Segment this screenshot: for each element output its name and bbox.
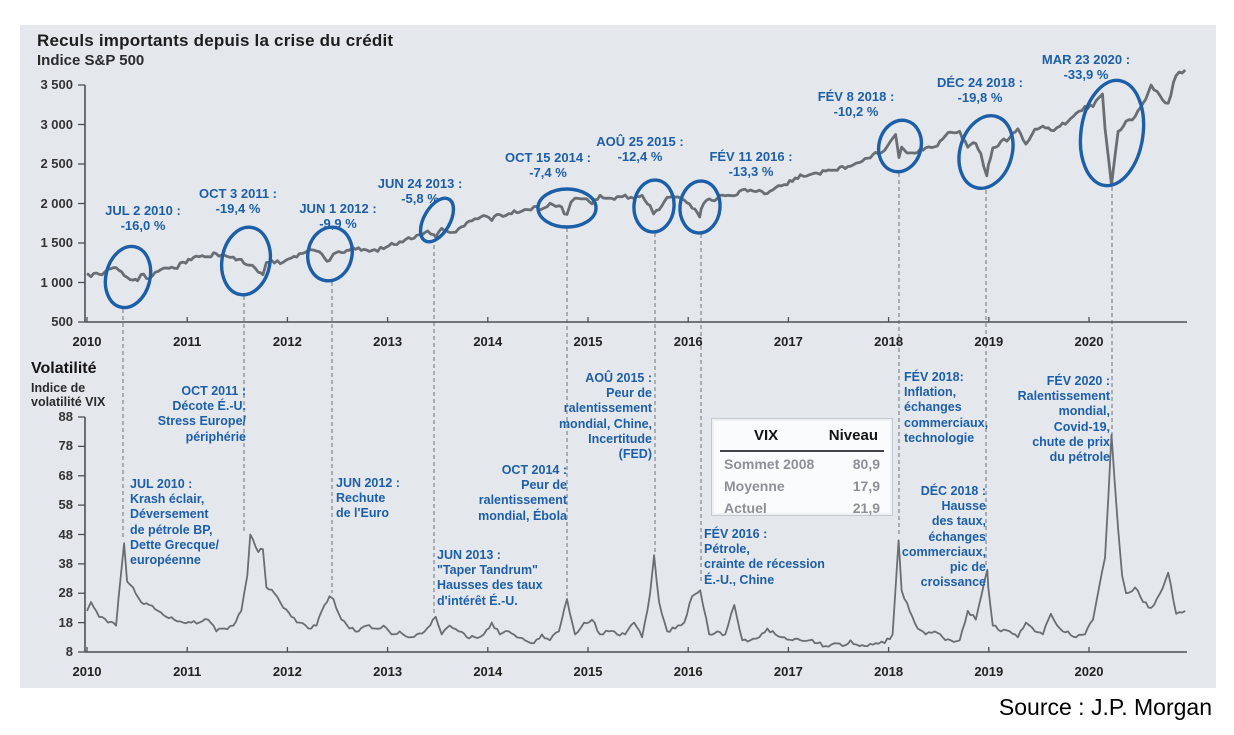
x-tick-label: 2018 <box>874 334 904 349</box>
drawdown-circle <box>957 114 1015 190</box>
x-tick-label: 2019 <box>974 664 1004 679</box>
vix-event-annotation: AOÛ 2015 : Peur de ralentissement mondia… <box>558 371 652 462</box>
vix-table-header-rule <box>720 450 884 452</box>
drawdown-annotation: OCT 3 2011 : -19,4 % <box>198 186 278 216</box>
vix-table-col1-header: VIX <box>754 427 779 444</box>
y-tick-label: 1 500 <box>40 235 73 250</box>
drawdown-annotation: DÉC 24 2018 : -19,8 % <box>937 75 1023 105</box>
y-tick-label: 18 <box>58 614 73 630</box>
vix-chart-title: Volatilité <box>31 360 97 377</box>
y-tick-label: 8 <box>65 644 73 659</box>
y-tick-label: 3 000 <box>40 116 73 132</box>
y-tick-label: 58 <box>58 497 73 513</box>
y-tick-label: 500 <box>51 314 73 329</box>
sp500-chart-title: Reculs importants depuis la crise du cré… <box>37 31 394 50</box>
x-tick-label: 2012 <box>272 664 302 679</box>
drawdown-circle <box>536 187 598 229</box>
drawdown-annotation: FÉV 8 2018 : -10,2 % <box>817 89 895 119</box>
vix-level-table: VIX Niveau Sommet 2008 80,9 Moyenne 17,9… <box>711 418 893 516</box>
x-tick-label: 2017 <box>773 664 803 679</box>
y-tick-label: 38 <box>58 555 73 571</box>
vix-table-row-name: Sommet 2008 <box>724 456 815 472</box>
y-tick-label: 3 500 <box>40 77 73 92</box>
x-tick-label: 2010 <box>72 664 102 679</box>
vix-table-row-value: 17,9 <box>852 478 880 494</box>
vix-table-row-value: 21,9 <box>852 500 880 516</box>
drawdown-circle <box>632 178 676 234</box>
source-credit: Source : J.P. Morgan <box>998 694 1212 720</box>
y-tick-label: 28 <box>58 585 73 601</box>
drawdown-annotation: JUN 1 2012 : -9,9 % <box>299 201 377 231</box>
vix-event-annotation: OCT 2014 : Peur de ralentissement mondia… <box>478 463 567 523</box>
y-tick-label: 2 000 <box>40 195 73 211</box>
drawdown-circle <box>418 196 456 244</box>
vix-event-annotation: OCT 2011 : Décote É.-U. Stress Europe/ p… <box>157 384 246 444</box>
y-tick-label: 78 <box>58 438 73 454</box>
x-tick-label: 2013 <box>373 664 403 679</box>
x-tick-label: 2013 <box>373 334 403 349</box>
x-tick-label: 2011 <box>173 664 202 679</box>
vix-event-annotation: DÉC 2018 : Hausse des taux, échanges com… <box>901 484 986 590</box>
vix-chart-subtitle: Indice de volatilité VIX <box>31 381 106 409</box>
vix-table-col2-header: Niveau <box>828 427 878 444</box>
x-tick-label: 2019 <box>974 334 1004 349</box>
x-tick-label: 2018 <box>874 664 904 679</box>
x-tick-label: 2017 <box>773 334 803 349</box>
y-tick-label: 68 <box>58 467 73 483</box>
x-tick-label: 2010 <box>72 334 102 349</box>
drawdown-circle <box>678 179 722 235</box>
y-tick-label: 88 <box>58 409 73 424</box>
vix-event-annotation: JUN 2013 : "Taper Tandrum" Hausses des t… <box>437 548 543 608</box>
y-tick-label: 1 000 <box>40 274 73 290</box>
table-row: Actuel 21,9 <box>724 500 880 521</box>
drawdown-annotation: JUN 24 2013 : -5,8 % <box>377 176 463 206</box>
drawdown-annotation: MAR 23 2020 : -33,9 % <box>1041 52 1131 82</box>
drawdown-annotation: AOÛ 25 2015 : -12,4 % <box>596 134 684 164</box>
table-row: Moyenne 17,9 <box>724 478 880 499</box>
x-tick-label: 2014 <box>473 334 503 349</box>
drawdown-circle <box>1078 78 1146 188</box>
drawdown-circle <box>103 244 153 310</box>
y-tick-label: 2 500 <box>40 156 73 171</box>
x-tick-label: 2015 <box>573 334 603 349</box>
vix-event-annotation: FÉV 2020 : Ralentissement mondial, Covid… <box>1017 374 1110 465</box>
vix-event-annotation: FÉV 2016 : Pétrole, crainte de récession… <box>704 527 825 587</box>
x-tick-label: 2020 <box>1074 334 1104 349</box>
sp500-chart-subtitle: Indice S&P 500 <box>37 52 145 69</box>
y-tick-label: 48 <box>58 526 73 542</box>
drawdown-circle <box>219 225 273 297</box>
vix-table-row-value: 80,9 <box>852 456 880 472</box>
chart-panel-background <box>20 25 1216 688</box>
x-tick-label: 2011 <box>173 334 202 349</box>
x-tick-label: 2016 <box>673 334 703 349</box>
vix-event-annotation: JUL 2010 : Krash éclair, Déversement de … <box>130 477 219 568</box>
x-tick-label: 2012 <box>272 334 302 349</box>
drawdown-circle <box>876 118 924 174</box>
x-tick-label: 2016 <box>673 664 703 679</box>
vix-table-row-name: Actuel <box>724 500 767 516</box>
drawdown-annotation: OCT 15 2014 : -7,4 % <box>505 150 591 180</box>
x-tick-label: 2014 <box>473 664 503 679</box>
x-tick-label: 2015 <box>573 664 603 679</box>
vix-event-annotation: FÉV 2018: Inflation, échanges commerciau… <box>904 370 989 445</box>
vix-event-annotation: JUN 2012 : Rechute de l'Euro <box>336 476 400 521</box>
series-line <box>86 433 1186 648</box>
drawdown-circle <box>306 225 354 283</box>
table-row: Sommet 2008 80,9 <box>724 456 880 477</box>
drawdown-annotation: JUL 2 2010 : -16,0 % <box>105 203 181 233</box>
vix-table-row-name: Moyenne <box>724 478 785 494</box>
drawdown-annotation: FÉV 11 2016 : -13,3 % <box>709 149 793 179</box>
x-tick-label: 2020 <box>1074 664 1104 679</box>
